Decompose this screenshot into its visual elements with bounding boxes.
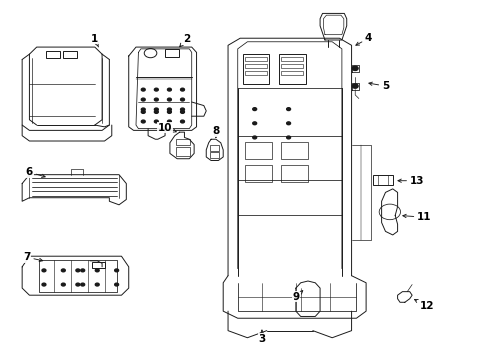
Circle shape xyxy=(42,283,46,286)
Bar xyxy=(279,54,306,84)
Circle shape xyxy=(287,136,291,139)
Text: 13: 13 xyxy=(398,176,424,186)
Circle shape xyxy=(168,108,172,111)
Bar xyxy=(165,49,179,57)
Bar xyxy=(47,51,60,58)
Circle shape xyxy=(253,136,257,139)
Circle shape xyxy=(253,122,257,125)
Circle shape xyxy=(61,269,65,272)
Circle shape xyxy=(154,120,158,123)
Circle shape xyxy=(253,108,257,111)
Circle shape xyxy=(287,122,291,125)
Circle shape xyxy=(154,108,158,111)
Circle shape xyxy=(181,88,184,91)
Circle shape xyxy=(168,88,172,91)
Bar xyxy=(373,175,393,185)
Bar xyxy=(176,147,190,156)
Circle shape xyxy=(181,111,184,113)
Circle shape xyxy=(141,98,145,101)
Circle shape xyxy=(81,283,85,286)
Text: 1: 1 xyxy=(91,34,98,47)
Circle shape xyxy=(154,98,158,101)
Bar xyxy=(281,165,308,182)
Text: 9: 9 xyxy=(293,291,303,302)
Circle shape xyxy=(81,269,85,272)
Circle shape xyxy=(141,120,145,123)
Circle shape xyxy=(96,269,99,272)
Circle shape xyxy=(115,283,119,286)
Text: 6: 6 xyxy=(26,167,45,177)
Text: 12: 12 xyxy=(415,300,434,311)
Circle shape xyxy=(168,98,172,101)
Circle shape xyxy=(181,98,184,101)
Circle shape xyxy=(115,269,119,272)
Text: 8: 8 xyxy=(212,126,220,138)
Circle shape xyxy=(154,111,158,113)
Circle shape xyxy=(168,111,172,113)
Text: 11: 11 xyxy=(403,212,432,222)
Bar xyxy=(245,64,267,68)
Circle shape xyxy=(61,283,65,286)
Circle shape xyxy=(352,84,358,88)
Text: 3: 3 xyxy=(258,330,266,344)
Text: 5: 5 xyxy=(369,81,389,91)
Bar xyxy=(245,165,271,182)
Circle shape xyxy=(42,269,46,272)
Circle shape xyxy=(141,111,145,113)
Bar xyxy=(281,57,303,61)
Bar xyxy=(281,71,303,76)
Circle shape xyxy=(76,269,80,272)
Circle shape xyxy=(141,108,145,111)
Circle shape xyxy=(352,66,358,71)
Circle shape xyxy=(168,120,172,123)
Circle shape xyxy=(154,88,158,91)
Circle shape xyxy=(96,283,99,286)
Bar xyxy=(63,51,77,58)
Bar xyxy=(176,139,190,145)
Bar xyxy=(281,142,308,159)
Text: 10: 10 xyxy=(158,122,176,132)
Bar xyxy=(245,142,271,159)
Bar xyxy=(93,262,104,267)
Text: 4: 4 xyxy=(356,33,372,45)
Bar xyxy=(210,152,220,158)
Text: 7: 7 xyxy=(24,252,43,262)
Circle shape xyxy=(76,283,80,286)
Text: 2: 2 xyxy=(180,34,191,47)
Bar xyxy=(210,145,220,151)
Circle shape xyxy=(181,120,184,123)
Bar xyxy=(243,54,269,84)
Bar xyxy=(245,71,267,76)
Circle shape xyxy=(181,108,184,111)
Circle shape xyxy=(141,88,145,91)
Bar xyxy=(245,57,267,61)
Bar xyxy=(281,64,303,68)
Circle shape xyxy=(287,108,291,111)
